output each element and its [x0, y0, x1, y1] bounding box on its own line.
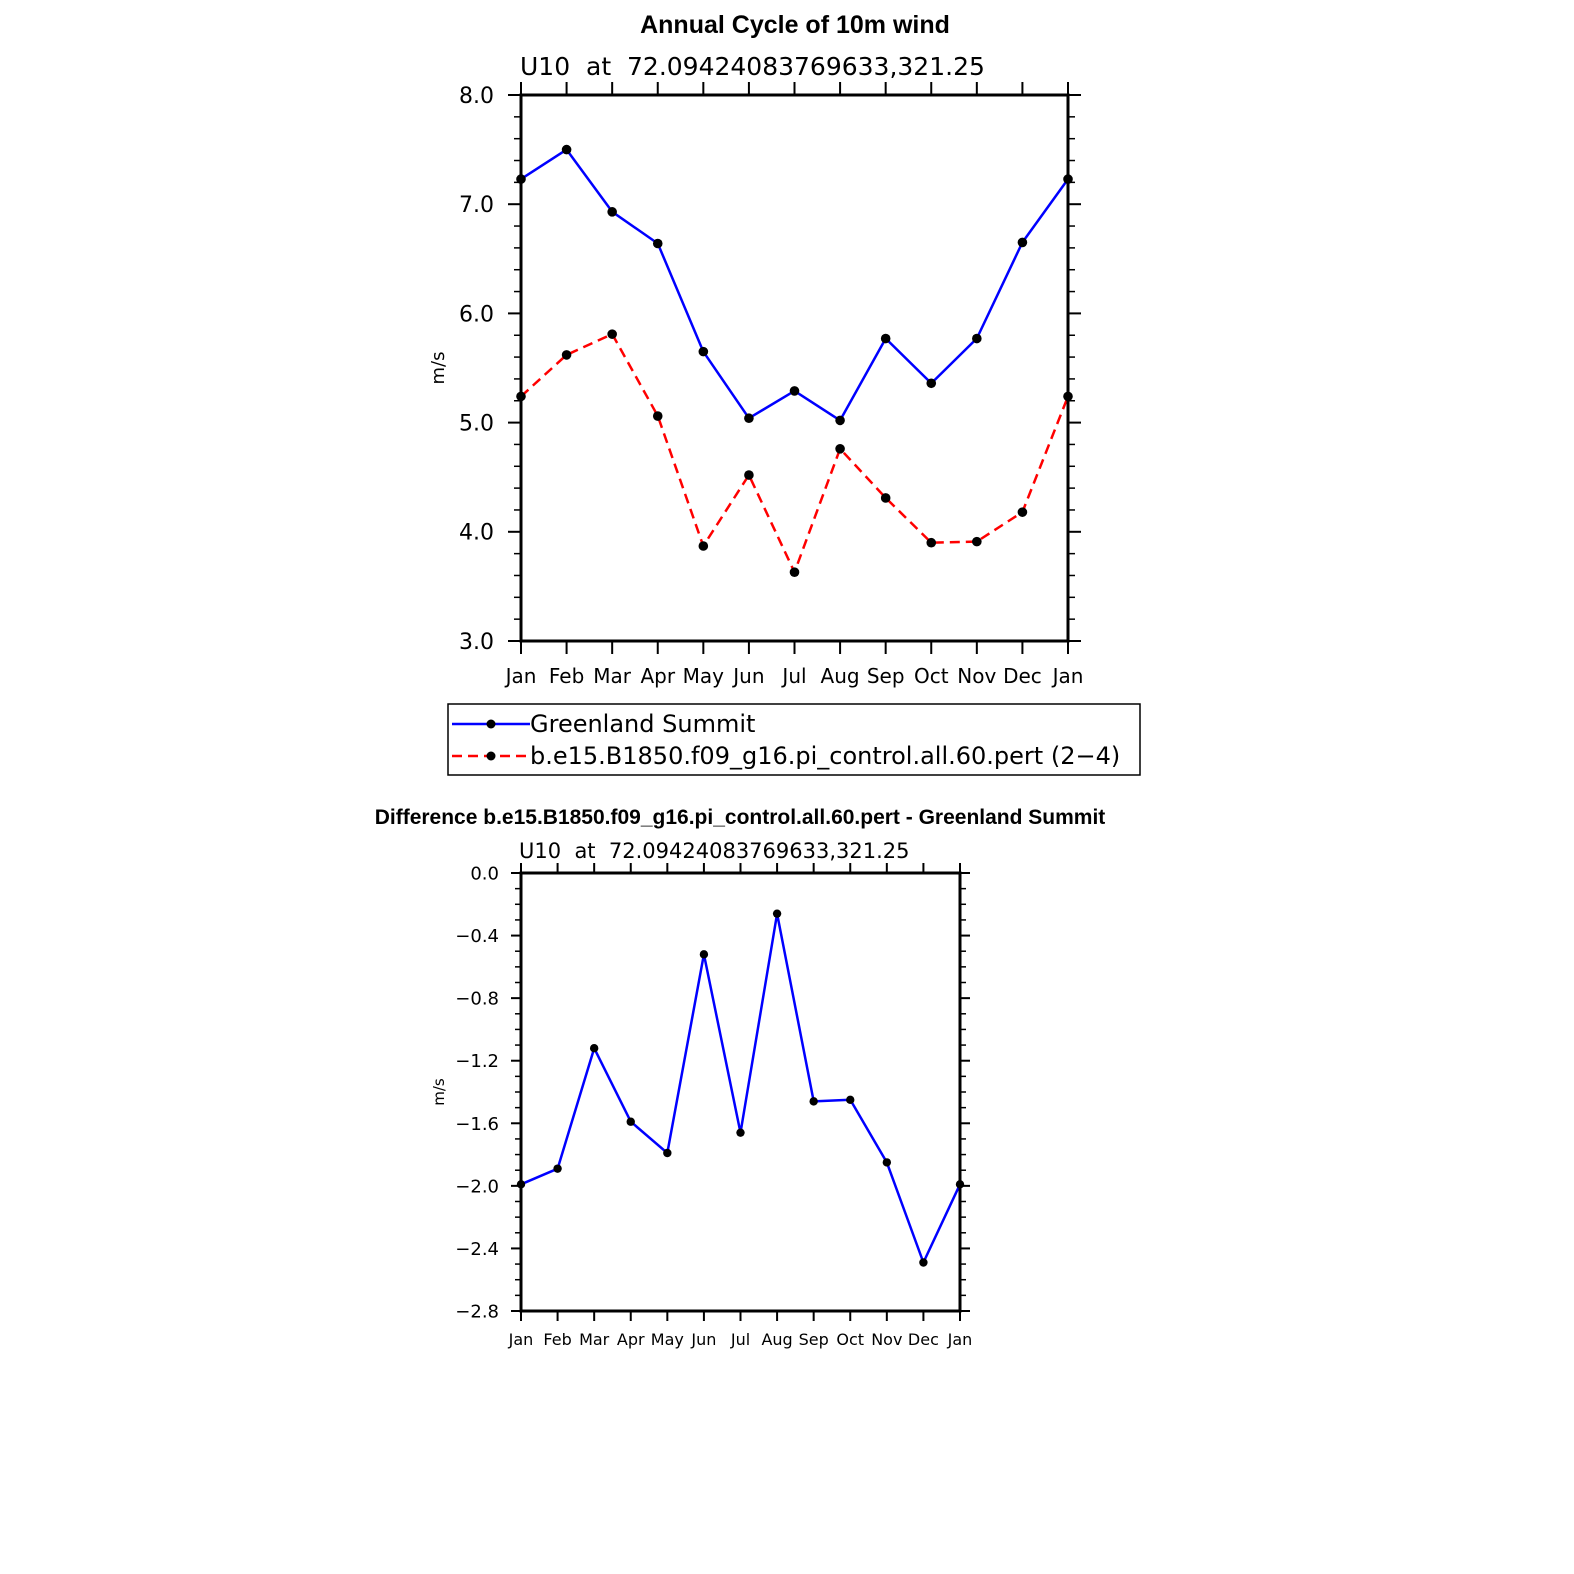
legend: Greenland Summit b.e15.B1850.f09_g16.pi_…: [447, 703, 1141, 776]
data-point: [607, 329, 617, 339]
chart-subtitle: U10 at 72.09424083769633,321.25: [520, 52, 985, 81]
data-point: [663, 1148, 672, 1158]
data-point: [1017, 507, 1028, 517]
data-point: [626, 1117, 635, 1126]
y-tick-label: 7.0: [459, 193, 494, 218]
y-tick-label: −0.8: [455, 989, 499, 1010]
series-line-1: [520, 332, 1070, 574]
data-point: [589, 1044, 599, 1053]
plot-frame: [519, 871, 962, 1313]
legend-marker-greenland-summit: [486, 719, 496, 729]
data-point: [809, 1097, 818, 1106]
data-point: [880, 493, 891, 503]
data-point: [972, 536, 982, 547]
series-line-0: [520, 148, 1070, 422]
x-tick-label: Jan: [508, 1330, 534, 1349]
x-tick-label: Jan: [504, 664, 537, 688]
data-point: [652, 238, 663, 249]
data-point: [835, 415, 845, 426]
x-tick-label: Jun: [690, 1330, 716, 1349]
series-line-0: [520, 912, 962, 1264]
data-point: [736, 1128, 745, 1137]
x-tick-label: Feb: [549, 664, 584, 688]
y-tick-label: −0.4: [455, 926, 499, 947]
y-tick-label: −1.2: [455, 1051, 499, 1072]
x-tick-label: Jan: [947, 1330, 973, 1349]
y-tick-label: 8.0: [459, 84, 494, 109]
legend-box: [447, 703, 1141, 776]
data-point: [698, 541, 709, 551]
data-point: [561, 350, 572, 360]
x-tick-label: Oct: [836, 1330, 864, 1349]
x-tick-label: Aug: [821, 664, 860, 688]
annual-cycle-chart: Annual Cycle of 10m wind U10 at 72.09424…: [428, 11, 1141, 776]
plot-frame: [519, 93, 1070, 643]
data-point: [882, 1158, 892, 1167]
y-tick-label: −2.4: [455, 1239, 499, 1260]
data-point: [607, 207, 617, 217]
data-point: [919, 1258, 928, 1267]
x-tick-label: Aug: [761, 1330, 792, 1349]
data-point: [744, 413, 754, 424]
data-point: [835, 444, 845, 454]
y-tick-label: 6.0: [459, 302, 494, 327]
difference-chart: Difference b.e15.B1850.f09_g16.pi_contro…: [375, 806, 1106, 1349]
data-point: [789, 386, 800, 396]
data-point: [789, 567, 800, 578]
y-tick-label: 4.0: [459, 521, 494, 546]
y-tick-label: 5.0: [459, 412, 494, 437]
legend-marker-pi-control: [486, 751, 496, 761]
chart-title: Annual Cycle of 10m wind: [640, 11, 950, 39]
data-point: [926, 378, 937, 389]
x-tick-label: Dec: [908, 1330, 939, 1349]
data-point: [652, 411, 663, 421]
x-tick-label: Nov: [957, 664, 996, 688]
legend-label-pi-control: b.e15.B1850.f09_g16.pi_control.all.60.pe…: [530, 742, 1120, 770]
data-point: [1017, 237, 1028, 248]
x-tick-label: Oct: [914, 664, 949, 688]
x-tick-label: Jan: [1051, 664, 1084, 688]
x-tick-label: Jul: [780, 664, 806, 688]
x-tick-label: Dec: [1003, 664, 1042, 688]
data-point: [772, 909, 782, 918]
y-tick-label: −2.8: [455, 1301, 499, 1322]
x-tick-label: Feb: [543, 1330, 571, 1349]
x-tick-label: Sep: [867, 664, 905, 688]
data-point: [846, 1095, 855, 1105]
data-point: [561, 144, 572, 155]
y-tick-label: 0.0: [470, 863, 499, 884]
x-tick-label: Jul: [730, 1330, 750, 1349]
data-point: [744, 470, 754, 480]
chart-title: Difference b.e15.B1850.f09_g16.pi_contro…: [375, 806, 1106, 829]
x-tick-label: Mar: [579, 1330, 610, 1349]
data-point: [553, 1164, 562, 1173]
data-point: [880, 333, 891, 344]
x-tick-label: Nov: [871, 1330, 902, 1349]
x-tick-label: May: [683, 664, 725, 688]
x-tick-label: Sep: [799, 1330, 829, 1349]
legend-label-greenland-summit: Greenland Summit: [530, 710, 755, 738]
y-axis-label: m/s: [430, 1078, 448, 1106]
x-tick-label: Apr: [617, 1330, 645, 1349]
y-axis-label: m/s: [428, 352, 449, 385]
data-point: [699, 950, 709, 959]
y-tick-label: −2.0: [455, 1176, 499, 1197]
x-tick-label: May: [651, 1330, 684, 1349]
x-tick-label: Apr: [640, 664, 675, 688]
chart-subtitle: U10 at 72.09424083769633,321.25: [519, 839, 910, 863]
data-point: [698, 346, 709, 357]
y-tick-label: 3.0: [459, 630, 494, 655]
x-tick-label: Mar: [593, 664, 632, 688]
x-tick-label: Jun: [731, 664, 764, 688]
data-point: [972, 333, 982, 344]
y-tick-label: −1.6: [455, 1114, 499, 1135]
data-point: [926, 537, 937, 548]
